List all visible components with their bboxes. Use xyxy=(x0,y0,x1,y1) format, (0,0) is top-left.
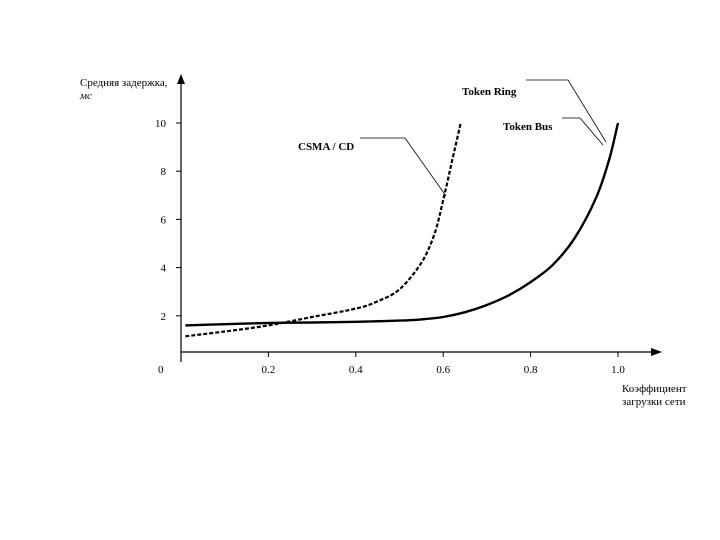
x-tick-label: 0.4 xyxy=(349,364,363,376)
leader-line-token-bus xyxy=(562,117,604,146)
leader-line-csma-cd xyxy=(360,137,447,197)
series-line-csma-cd xyxy=(185,122,462,338)
x-axis-arrow xyxy=(651,348,662,356)
y-axis-label: Средняя задержка, мс xyxy=(79,77,170,102)
x-tick-label: 0.8 xyxy=(524,364,538,376)
y-tick-label: 8 xyxy=(161,166,167,178)
x-tick-label: 1.0 xyxy=(611,364,625,376)
origin-label: 0 xyxy=(158,364,164,376)
y-tick-label: 10 xyxy=(155,118,167,130)
y-tick-label: 2 xyxy=(161,311,167,323)
y-axis-arrow xyxy=(177,74,185,84)
y-ticks: 2 4 6 8 10 xyxy=(155,118,181,323)
y-axis-label-line-2: мс xyxy=(79,90,92,102)
x-axis-label: Коэффициент загрузки сети xyxy=(622,383,689,408)
series-label-csma-cd: CSMA / CD xyxy=(298,141,354,153)
x-axis-label-line-1: Коэффициент xyxy=(622,383,687,395)
leader-line-token-ring xyxy=(526,79,607,143)
series-label-token-ring: Token Ring xyxy=(462,86,517,98)
x-tick-label: 0.2 xyxy=(262,364,276,376)
x-ticks: 0.2 0.4 0.6 0.8 1.0 xyxy=(262,352,625,376)
x-axis-label-line-2: загрузки сети xyxy=(622,396,686,408)
y-tick-label: 6 xyxy=(161,214,167,226)
series-label-token-bus: Token Bus xyxy=(503,121,553,133)
series-line-token-ring xyxy=(185,122,620,327)
y-tick-label: 4 xyxy=(161,263,167,275)
y-axis-label-line-1: Средняя задержка, xyxy=(80,77,168,89)
x-tick-label: 0.6 xyxy=(436,364,450,376)
